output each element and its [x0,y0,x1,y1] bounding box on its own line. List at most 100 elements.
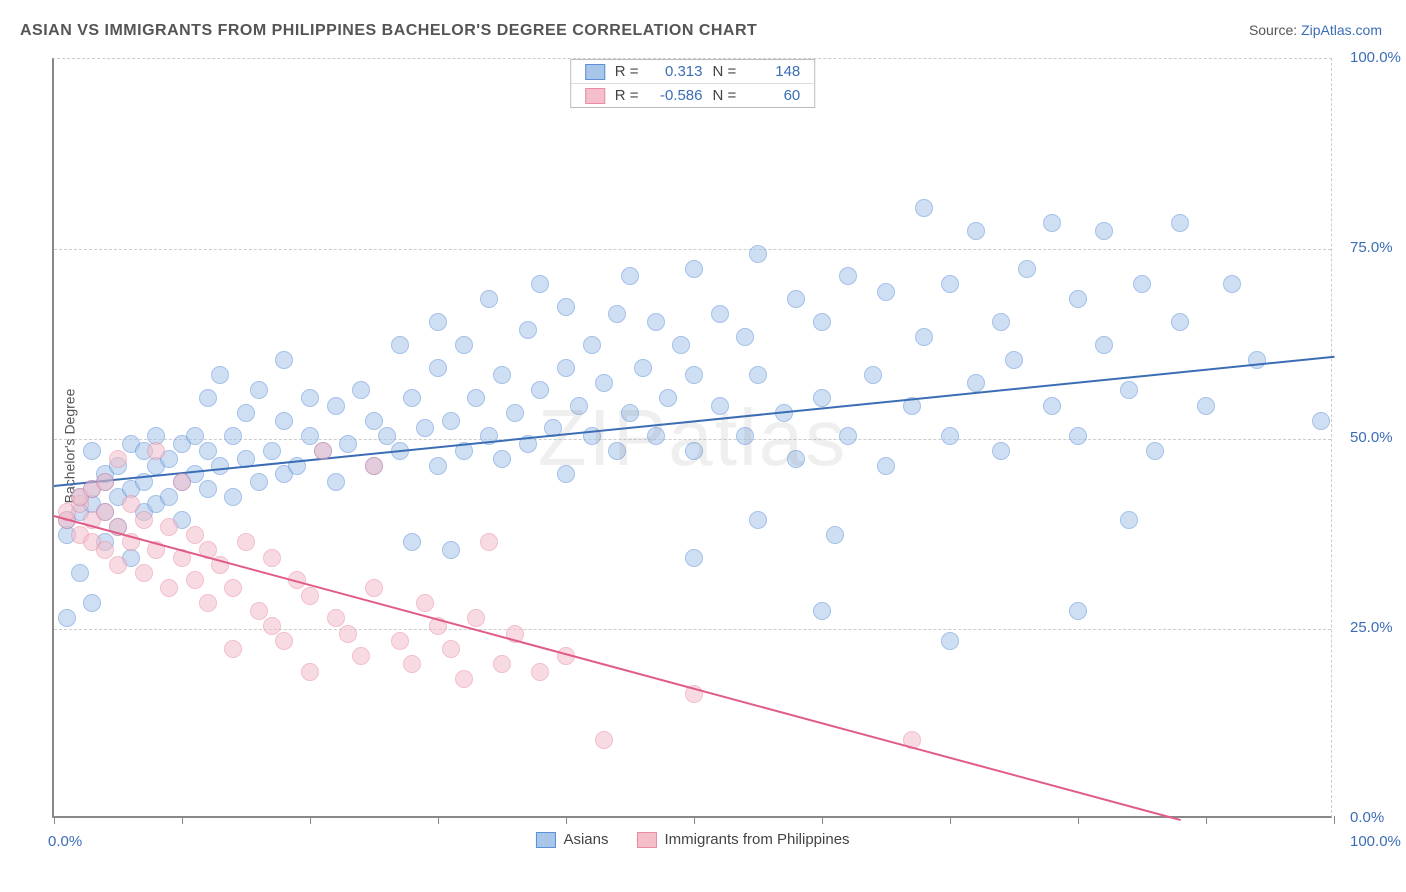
gridline [54,249,1331,250]
data-point [647,427,665,445]
gridline [54,629,1331,630]
data-point [365,412,383,430]
y-tick-label: 25.0% [1350,619,1393,636]
data-point [557,359,575,377]
data-point [685,366,703,384]
data-point [250,473,268,491]
x-tick [566,816,567,824]
data-point [160,579,178,597]
data-point [327,397,345,415]
data-point [352,381,370,399]
data-point [416,419,434,437]
source-attribution: Source: ZipAtlas.com [1249,22,1382,38]
data-point [621,404,639,422]
data-point [109,556,127,574]
data-point [339,625,357,643]
data-point [877,457,895,475]
data-point [1095,336,1113,354]
data-point [339,435,357,453]
data-point [250,602,268,620]
data-point [519,321,537,339]
data-point [58,609,76,627]
data-point [608,442,626,460]
data-point [595,731,613,749]
gridline [54,439,1331,440]
data-point [787,290,805,308]
data-point [327,609,345,627]
data-point [480,533,498,551]
data-point [224,488,242,506]
data-point [237,404,255,422]
data-point [160,518,178,536]
data-point [352,647,370,665]
data-point [1171,313,1189,331]
data-point [109,450,127,468]
stat-n-label: N = [713,87,737,104]
stat-n-value: 60 [746,87,800,104]
stat-r-label: R = [615,87,639,104]
data-point [672,336,690,354]
data-point [685,442,703,460]
data-point [557,465,575,483]
data-point [211,457,229,475]
data-point [915,328,933,346]
data-point [992,442,1010,460]
x-tick-label: 100.0% [1350,833,1401,850]
data-point [391,336,409,354]
data-point [199,594,217,612]
data-point [199,442,217,460]
legend-swatch [585,64,605,80]
data-point [314,442,332,460]
data-point [96,541,114,559]
data-point [199,389,217,407]
data-point [199,480,217,498]
data-point [442,412,460,430]
data-point [647,313,665,331]
data-point [275,632,293,650]
data-point [403,533,421,551]
data-point [378,427,396,445]
data-point [186,427,204,445]
data-point [1248,351,1266,369]
data-point [493,655,511,673]
data-point [480,290,498,308]
data-point [813,313,831,331]
data-point [1171,214,1189,232]
data-point [967,374,985,392]
data-point [531,275,549,293]
legend-label: Asians [563,831,608,848]
data-point [365,579,383,597]
data-point [467,389,485,407]
legend: AsiansImmigrants from Philippines [535,831,849,848]
y-tick-label: 50.0% [1350,429,1393,446]
legend-swatch [636,832,656,848]
data-point [365,457,383,475]
data-point [301,587,319,605]
stats-row: R = -0.586 N = 60 [571,83,815,107]
data-point [621,267,639,285]
data-point [493,450,511,468]
data-point [429,359,447,377]
data-point [403,389,421,407]
source-link[interactable]: ZipAtlas.com [1301,22,1382,38]
data-point [595,374,613,392]
data-point [1018,260,1036,278]
data-point [1095,222,1113,240]
stat-r-value: -0.586 [649,87,703,104]
data-point [429,457,447,475]
data-point [186,526,204,544]
data-point [403,655,421,673]
x-tick-label: 0.0% [48,833,82,850]
x-tick [1206,816,1207,824]
data-point [557,298,575,316]
data-point [301,663,319,681]
data-point [263,617,281,635]
data-point [442,640,460,658]
data-point [467,609,485,627]
data-point [877,283,895,301]
data-point [147,442,165,460]
legend-swatch [585,88,605,104]
data-point [429,313,447,331]
data-point [211,366,229,384]
source-label: Source: [1249,22,1297,38]
